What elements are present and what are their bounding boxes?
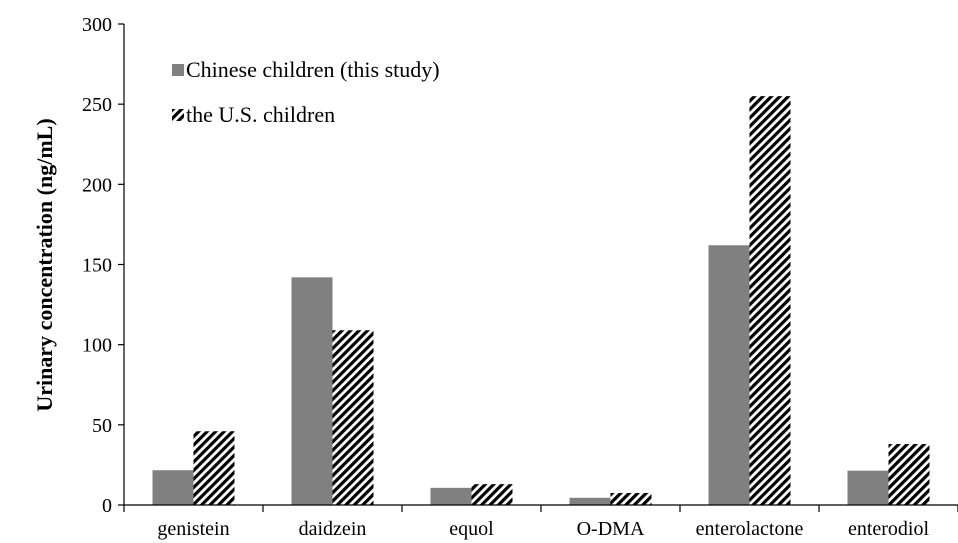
x-tick-label: equol: [449, 518, 494, 540]
bars: [152, 96, 930, 506]
bar-us-genistein: [193, 431, 235, 505]
bar-chinese-o-dma: [569, 497, 611, 505]
bar-us-enterolactone: [749, 96, 791, 506]
bar-us-equol: [471, 484, 513, 505]
bar-us-enterodiol: [888, 444, 930, 505]
x-axis: genistein daidzein equol O-DMA enterolactone…: [123, 504, 958, 540]
bar-chinese-equol: [430, 487, 472, 505]
x-tick-label: daidzein: [299, 518, 367, 540]
y-axis: 0 50 100 150 200 250 300: [82, 14, 125, 517]
x-tick-label: enterodiol: [848, 518, 930, 540]
bar-us-daidzein: [332, 330, 374, 505]
x-tick-label: genistein: [157, 518, 229, 540]
y-axis-title: Urinary concentration (ng/mL): [32, 118, 57, 411]
x-tick-label: enterolactone: [696, 518, 804, 540]
bar-chinese-genistein: [152, 470, 194, 505]
legend-swatch-us: [172, 109, 184, 121]
x-tick-label: O-DMA: [577, 518, 645, 540]
bar-us-o-dma: [610, 492, 652, 505]
legend-swatch-chinese: [172, 64, 184, 76]
y-tick-label: 150: [82, 255, 112, 277]
y-tick-label: 300: [82, 14, 112, 36]
y-tick-label: 100: [82, 335, 112, 357]
bar-chinese-daidzein: [291, 277, 333, 505]
y-tick-label: 200: [82, 174, 112, 196]
y-tick-label: 0: [102, 495, 112, 517]
y-tick-label: 250: [82, 94, 112, 116]
legend: Chinese children (this study) the U.S. c…: [172, 57, 440, 127]
y-tick-label: 50: [92, 415, 112, 437]
bar-chinese-enterodiol: [847, 470, 889, 505]
legend-label-us: the U.S. children: [186, 102, 335, 127]
bar-chinese-enterolactone: [708, 245, 750, 505]
legend-label-chinese: Chinese children (this study): [186, 57, 440, 82]
